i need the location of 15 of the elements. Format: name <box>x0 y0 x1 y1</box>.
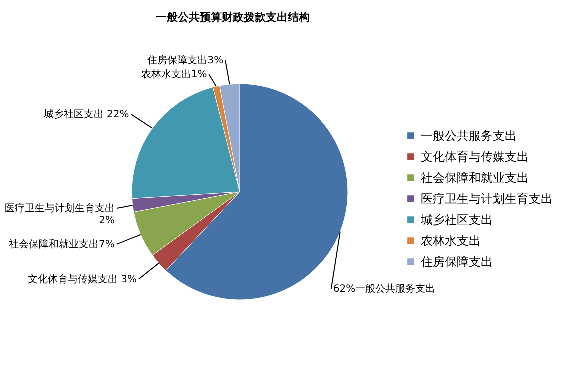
legend-label: 住房保障支出 <box>420 255 493 269</box>
data-label: 城乡社区支出 22% <box>42 108 130 120</box>
legend-label: 一般公共服务支出 <box>421 129 517 143</box>
data-label: 62%一般公共服务支出 <box>333 283 436 296</box>
legend-label: 社会保障和就业支出 <box>421 171 529 185</box>
data-label: 文化体育与传媒支出 3% <box>28 273 137 286</box>
chart-title: 一般公共预算财政拨款支出结构 <box>156 11 310 24</box>
data-label: 社会保障和就业支出7% <box>8 238 115 250</box>
data-label: 住房保障支出3% <box>148 54 224 67</box>
legend-label: 农林水支出 <box>421 234 481 248</box>
data-label: 农林水支出1% <box>141 68 208 81</box>
legend-label: 城乡社区支出 <box>420 213 493 227</box>
legend-label: 文化体育与传媒支出 <box>421 150 529 164</box>
legend-label: 医疗卫生与计划生育支出 <box>421 192 553 206</box>
data-label: 医疗卫生与计划生育支出 2% <box>5 202 115 227</box>
